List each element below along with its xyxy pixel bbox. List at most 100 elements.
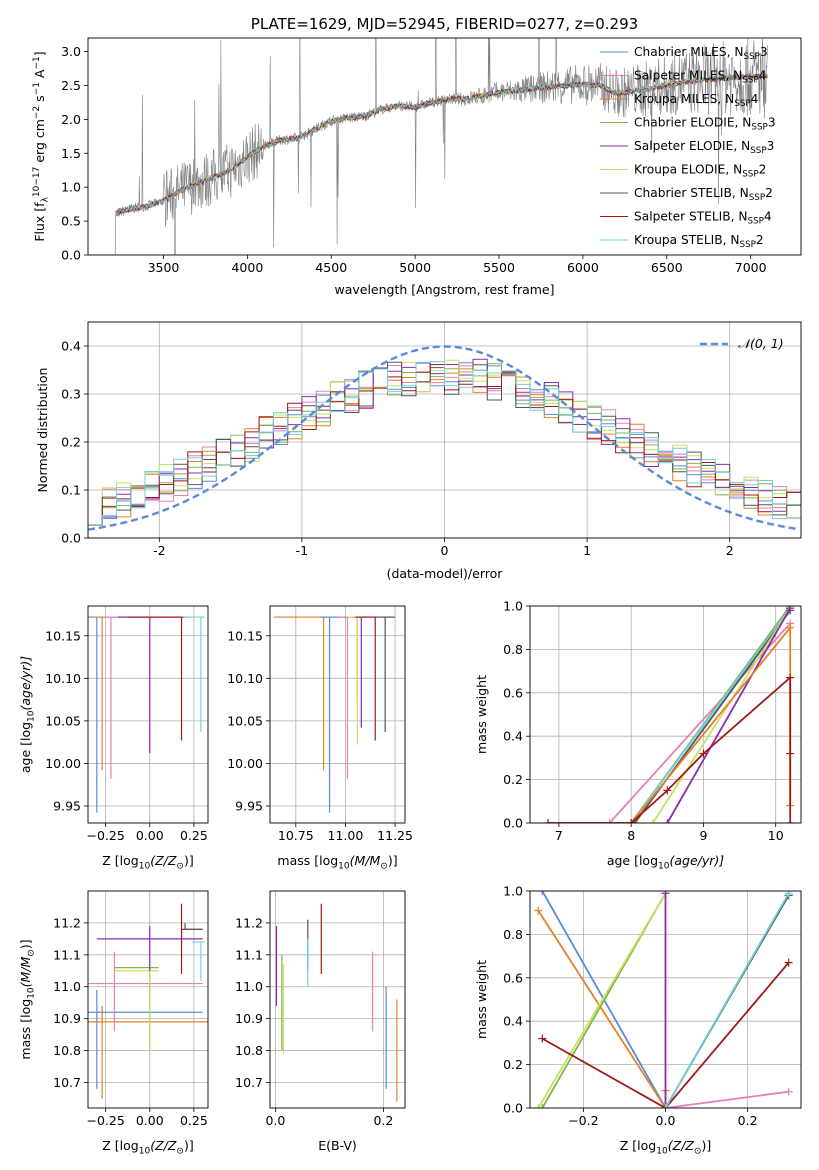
y-tick-label: 10.15: [45, 628, 81, 643]
x-tick-label: 4000: [231, 260, 263, 275]
y-tick-label: 0.2: [61, 435, 81, 450]
plot-area: [273, 616, 396, 813]
x-axis-label-part: ⊙: [380, 862, 388, 872]
legend-prefix: N: [733, 163, 742, 177]
legend-sub: SSP: [734, 99, 750, 109]
legend-entry: Chabrier ELODIE, NSSP3: [634, 116, 776, 133]
y-tick-label: 9.95: [53, 798, 81, 813]
y-tick-label: 0.6: [503, 970, 523, 985]
legend-n: 3: [768, 116, 776, 130]
axes-frame: [87, 37, 802, 256]
y-tick-label: 0.4: [61, 339, 81, 354]
x-axis-label-part: (Z/Z: [668, 1138, 695, 1153]
x-axis-label-part: 10: [139, 1147, 151, 1157]
x-tick-label: 2: [726, 543, 734, 558]
legend-n: 3: [760, 45, 768, 59]
weight-marker: [534, 906, 543, 915]
y-tick-label: 11.1: [53, 947, 81, 962]
y-tick-label: 10.9: [53, 1011, 81, 1026]
y-tick-label: 10.8: [53, 1043, 81, 1058]
legend-n: 4: [759, 69, 767, 83]
weight-marker: [784, 1087, 793, 1096]
y-axis-label: mass weight: [474, 960, 489, 1039]
y-tick-label: 0.4: [503, 729, 523, 744]
weight-line: [608, 622, 791, 823]
x-axis-label: age [log10(age/yr)]: [607, 853, 724, 872]
observed-spectrum: [113, 38, 768, 255]
x-axis-label: wavelength [Angstrom, rest frame]: [334, 282, 554, 297]
axes-frame: [269, 605, 406, 824]
legend-name: Kroupa STELIB: [634, 233, 723, 247]
legend-entry: 𝒩(0, 1): [738, 336, 784, 351]
model-spectrum: [116, 72, 768, 217]
weight-line: [665, 1090, 789, 1108]
weight-marker: [648, 819, 657, 823]
panel-age-vs-Z: −0.25 0.00 0.25 9.95 10.00 10.05 10.10 10.15 Z […: [18, 605, 209, 872]
y-tick-label: 2.5: [61, 78, 81, 93]
legend-prefix: N: [733, 69, 742, 83]
x-tick-label: 10.75: [278, 828, 314, 843]
y-tick-label: 11.0: [235, 979, 263, 994]
axes-frame: [87, 605, 209, 824]
x-tick-label: 0.0: [656, 1113, 676, 1128]
y-tick-label: 0.3: [61, 387, 81, 402]
legend-n: 2: [759, 163, 767, 177]
y-tick-label: 10.7: [235, 1075, 263, 1090]
legend-name: Salpeter STELIB: [634, 210, 731, 224]
x-tick-label: 0.25: [180, 828, 208, 843]
legend-sub: SSP: [751, 123, 767, 133]
x-tick-label: 6000: [567, 260, 599, 275]
legend-n: 3: [767, 139, 775, 153]
x-tick-label: -1: [296, 543, 308, 558]
y-tick-label: 1.0: [61, 180, 81, 195]
weight-marker: [786, 673, 795, 682]
legend-entry: Chabrier MILES, NSSP3: [634, 45, 768, 62]
legend-sub: SSP: [742, 170, 758, 180]
axes-frame: [529, 890, 802, 1109]
legend-sub: SSP: [749, 193, 765, 203]
legend-sep: ,: [723, 233, 731, 247]
legend-sub: SSP: [740, 240, 756, 250]
y-tick-label: 1.0: [503, 884, 523, 899]
x-axis-label: Z [log10(Z/Z⊙)]: [102, 1138, 193, 1157]
x-axis-label-part: ⊙: [176, 862, 184, 872]
legend-entry: Salpeter STELIB, NSSP4: [634, 210, 772, 227]
x-axis-label: (data-model)/error: [387, 566, 504, 581]
y-tick-label: 10.8: [235, 1043, 263, 1058]
weight-marker: [661, 1104, 670, 1108]
x-tick-label: 4500: [315, 260, 347, 275]
y-axis-label-part: age [log: [18, 722, 33, 773]
x-axis-label: mass [log10(M/M⊙)]: [277, 853, 397, 872]
panel-weight-vs-Z: −0.2 0.0 0.2 0.0 0.2 0.4 0.6 0.8 1.0 Z [log10(Z/Z…: [474, 884, 802, 1157]
y-axis-label-part: 10: [32, 185, 42, 197]
weight-marker: [786, 623, 795, 632]
y-tick-label: 11.2: [235, 915, 263, 930]
y-tick-label: 3.0: [61, 44, 81, 59]
legend-sub: SSP: [750, 146, 766, 156]
x-axis-label-part: mass [log: [277, 853, 338, 868]
legend-sep: ,: [731, 210, 739, 224]
x-tick-label: 0.00: [136, 828, 164, 843]
legend-sep: ,: [725, 163, 733, 177]
x-tick-label: 9: [699, 828, 707, 843]
x-tick-label: 0.2: [373, 1113, 393, 1128]
panel-spectrum: 3500 4000 4500 5000 5500 6000 6500 7000 0.0 0.5 1.…: [32, 15, 802, 297]
y-axis-label: Normed distribution: [35, 368, 50, 493]
legend-entry: Kroupa STELIB, NSSP2: [634, 233, 764, 250]
y-axis-label-part: s: [32, 95, 47, 106]
y-tick-label: 0.8: [503, 927, 523, 942]
y-tick-label: 10.10: [45, 671, 81, 686]
chart-title: PLATE=1629, MJD=52945, FIBERID=0277, z=0…: [251, 15, 638, 33]
x-axis-label-part: 10: [658, 862, 670, 872]
y-tick-label: 0.0: [503, 1101, 523, 1116]
y-axis-label: mass [log10(M/M⊙)]: [18, 939, 37, 1059]
x-axis-label-part: (age/yr)]: [669, 853, 724, 868]
axes-frame: [87, 321, 802, 539]
weight-marker: [538, 1104, 547, 1108]
legend-n: 2: [765, 186, 773, 200]
y-axis-label-part: 10: [27, 710, 37, 722]
x-tick-label: 3500: [148, 260, 180, 275]
x-axis-label-part: 10: [139, 862, 151, 872]
y-tick-label: 1.5: [61, 146, 81, 161]
